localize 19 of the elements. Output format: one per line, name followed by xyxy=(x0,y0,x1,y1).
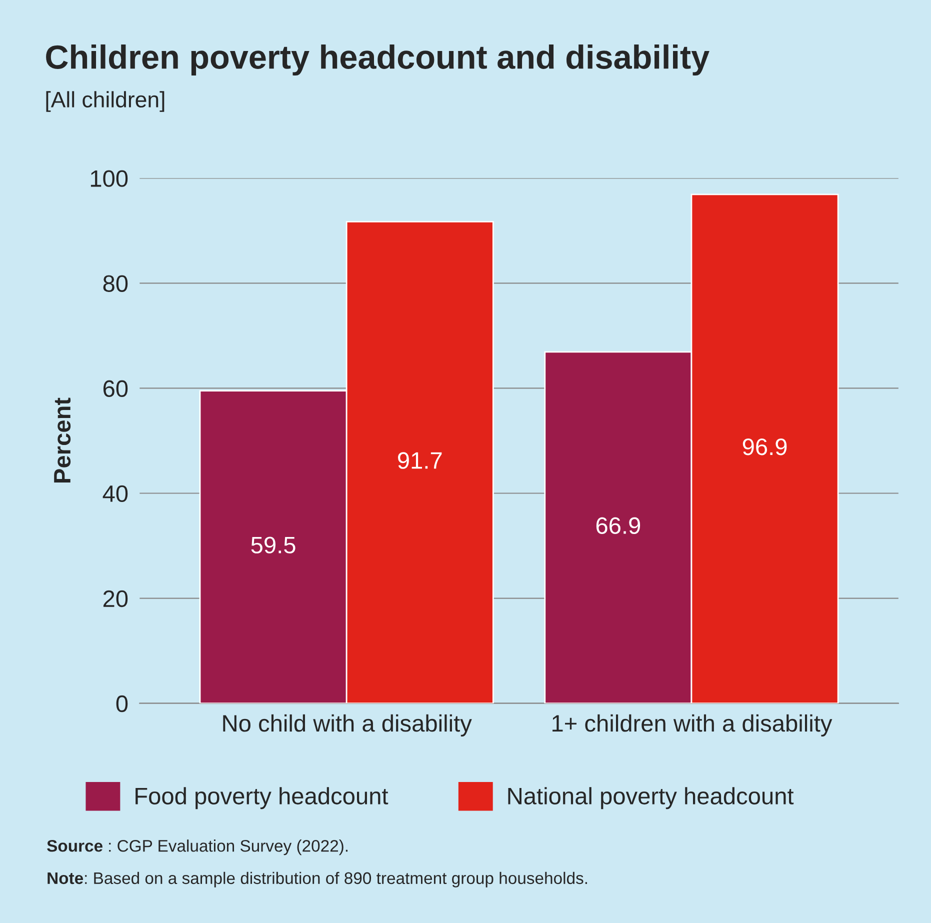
y-tick-label: 40 xyxy=(102,485,128,502)
data-label: 96.9 xyxy=(742,438,787,456)
y-tick-label: 60 xyxy=(103,380,128,397)
y-axis-title: Percent xyxy=(54,398,71,482)
legend-label: Food poverty headcount xyxy=(136,787,388,810)
chart-subtitle: [All children] xyxy=(46,91,164,112)
chart-title: Children poverty headcount and disability xyxy=(46,44,710,76)
legend-label: National poverty headcount xyxy=(508,787,794,810)
y-tick-label: 20 xyxy=(103,590,128,608)
source-note: Source : CGP Evaluation Survey (2022). xyxy=(47,840,348,856)
y-tick-label: 100 xyxy=(90,170,128,187)
x-tick-label: No child with a disability xyxy=(223,714,472,736)
data-label: 66.9 xyxy=(596,517,640,534)
y-tick-label: 0 xyxy=(116,695,128,712)
data-label: 91.7 xyxy=(398,452,442,469)
data-label: 59.5 xyxy=(251,536,296,554)
text: Note: Based on a sample distribution of 890 treatment group households. xyxy=(48,872,587,888)
x-tick-label: 1+ children with a disability xyxy=(552,714,832,736)
y-tick-label: 80 xyxy=(103,275,128,292)
